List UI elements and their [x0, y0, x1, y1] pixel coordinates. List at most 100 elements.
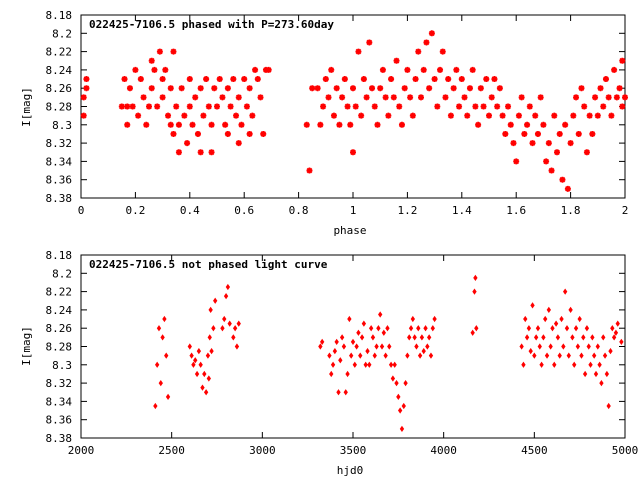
data-point: [223, 293, 229, 300]
data-point: [154, 361, 160, 368]
data-point: [369, 85, 376, 92]
data-point: [124, 121, 131, 128]
data-point: [588, 361, 593, 368]
data-point: [341, 76, 348, 83]
data-point: [543, 315, 548, 323]
data-point: [360, 76, 367, 83]
data-point: [191, 361, 196, 368]
data-point: [189, 352, 194, 359]
data-point: [619, 103, 626, 110]
data-point: [397, 407, 403, 414]
y-tick-label: 8.2: [52, 27, 72, 40]
data-point: [178, 85, 185, 92]
data-point: [564, 185, 571, 192]
data-point: [208, 149, 215, 156]
x-axis-label: phase: [333, 224, 366, 237]
data-point: [379, 343, 385, 350]
data-point: [408, 325, 414, 332]
data-point: [613, 329, 619, 336]
data-point: [530, 302, 535, 309]
y-tick-label: 8.2: [52, 267, 72, 280]
data-point: [483, 76, 490, 83]
data-point: [602, 76, 609, 83]
data-point: [234, 343, 240, 350]
data-point: [423, 325, 428, 332]
data-point: [383, 352, 388, 359]
x-tick-label: 3500: [340, 444, 367, 457]
data-point: [405, 352, 410, 359]
data-point: [434, 103, 441, 110]
data-point: [502, 130, 509, 137]
data-point: [349, 352, 354, 359]
data-point: [230, 76, 237, 83]
data-point: [170, 130, 177, 137]
data-point: [154, 103, 161, 110]
data-point: [198, 361, 203, 368]
data-point: [140, 94, 147, 101]
data-point: [257, 94, 264, 101]
data-point: [399, 425, 405, 432]
phased-light-curve-panel: 0 0.2 0.4 0.6 0.8 1 1.2 1.4 1.6 1.8 2 8.188.28.228…: [20, 9, 628, 237]
data-point: [521, 130, 528, 137]
data-point: [415, 48, 422, 55]
data-point: [562, 288, 568, 295]
data-point: [575, 130, 582, 137]
data-point: [582, 370, 588, 378]
data-point: [345, 370, 350, 378]
data-point: [394, 379, 399, 387]
data-point: [243, 103, 250, 110]
data-point: [393, 57, 400, 64]
data-point: [421, 347, 426, 355]
data-point: [594, 112, 601, 119]
plot-frame: [80, 254, 626, 439]
tick-marks: [80, 254, 626, 439]
data-point: [330, 112, 337, 119]
data-point: [80, 94, 87, 101]
data-point: [327, 352, 332, 359]
data-point: [442, 94, 449, 101]
data-point: [232, 325, 238, 332]
data-point: [387, 343, 392, 350]
y-tick-label: 8.18: [46, 249, 73, 262]
data-point: [202, 370, 207, 378]
data-point: [354, 343, 359, 350]
x-tick-label: 1.8: [561, 204, 581, 217]
data-point: [526, 325, 532, 332]
data-point: [403, 379, 408, 387]
data-point: [162, 66, 169, 73]
data-point: [374, 121, 381, 128]
data-point: [344, 103, 351, 110]
chart-title: 022425-7106.5 not phased light curve: [89, 258, 328, 271]
data-point: [164, 352, 169, 359]
data-point: [572, 361, 577, 368]
data-point: [532, 352, 537, 359]
data-point: [613, 94, 620, 101]
data-point: [473, 274, 478, 282]
x-tick-labels: 2000 2500 3000 3500 4000 4500 5000: [68, 444, 639, 457]
y-tick-label: 8.38: [46, 432, 73, 445]
y-axis-label: I[mag]: [20, 87, 33, 127]
data-point: [540, 121, 547, 128]
data-point: [597, 361, 602, 368]
data-point: [515, 112, 522, 119]
data-point: [447, 112, 454, 119]
data-point: [352, 103, 359, 110]
data-point: [610, 325, 615, 332]
data-point: [222, 121, 229, 128]
data-point: [235, 140, 242, 147]
data-point: [575, 343, 581, 350]
data-point: [203, 76, 210, 83]
data-point: [197, 149, 204, 156]
data-point: [170, 48, 177, 55]
data-point: [352, 361, 357, 368]
data-point: [320, 103, 327, 110]
data-point: [488, 94, 495, 101]
x-tick-label: 1.4: [452, 204, 472, 217]
data-point: [417, 352, 423, 359]
data-point: [573, 325, 579, 332]
data-point: [189, 121, 196, 128]
data-point: [445, 76, 452, 83]
data-point: [551, 112, 558, 119]
data-point: [192, 94, 199, 101]
data-point: [507, 121, 514, 128]
